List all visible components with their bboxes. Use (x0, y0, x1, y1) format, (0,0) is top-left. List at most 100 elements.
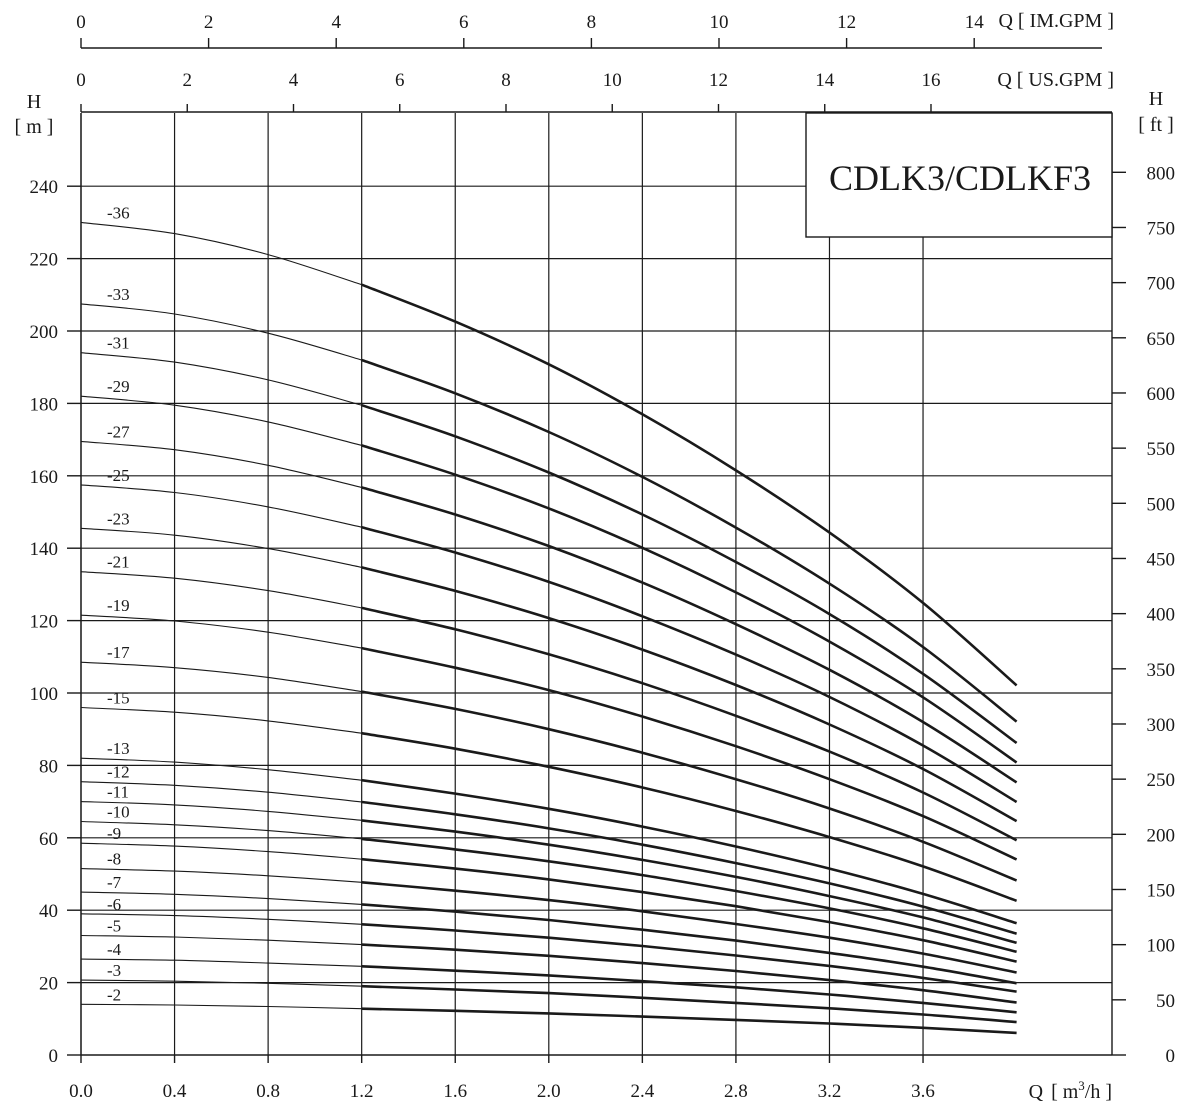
x-bottom-tick-label: 2.8 (724, 1081, 748, 1102)
curve--12-extended (80, 781, 362, 803)
x-top-im-tick-label: 14 (965, 12, 985, 33)
curve--7-operating (361, 903, 1017, 985)
y-right-tick-label: 700 (1147, 274, 1176, 295)
curve--2-extended (80, 1003, 362, 1010)
x-bottom-axis-label: Q [ m3/h ] (1029, 1078, 1112, 1103)
y-left-tick-label: 120 (30, 612, 59, 633)
curve--15-extended (80, 706, 362, 734)
x-top-us-tick-label: 10 (603, 70, 622, 91)
curve--11-operating (361, 819, 1017, 945)
curve--36-operating (361, 283, 1018, 687)
curve-label: -17 (107, 643, 130, 662)
curve--6-operating (361, 923, 1017, 993)
y-left-tick-label: 20 (39, 974, 58, 995)
curve--5-operating (361, 943, 1017, 1004)
x-top-im-tick-label: 10 (709, 12, 728, 33)
curve-label: -29 (107, 377, 130, 396)
title-box (805, 112, 1113, 238)
y-right-tick-label: 750 (1147, 218, 1176, 239)
curve--33-operating (361, 358, 1018, 723)
y-right-tick-label: 300 (1147, 715, 1176, 736)
y-right-tick-label: 200 (1147, 825, 1176, 846)
curve-label: -27 (107, 422, 130, 441)
x-top-us-tick-label: 4 (289, 70, 299, 91)
curve-label: -10 (107, 803, 130, 822)
curve-label: -8 (107, 850, 121, 869)
y-left-tick-label: 140 (30, 539, 59, 560)
y-left-tick-label: 240 (30, 177, 59, 198)
y-right-tick-label: 350 (1147, 660, 1176, 681)
curve-label: -15 (107, 688, 130, 707)
curve--21-operating (361, 606, 1018, 842)
curve-label: -5 (107, 917, 121, 936)
y-right-tick-label: 550 (1147, 439, 1176, 460)
curve--13-operating (361, 778, 1017, 925)
y-left-axis-label: H (27, 91, 41, 113)
x-bottom-tick-label: 1.2 (350, 1081, 374, 1102)
curve--17-operating (361, 690, 1018, 882)
x-top-us-tick-label: 2 (182, 70, 192, 91)
curve-label: -19 (107, 596, 130, 615)
curve--23-operating (361, 566, 1018, 823)
x-top-us-tick-label: 16 (921, 70, 940, 91)
curve--10-operating (361, 837, 1017, 954)
y-right-tick-label: 650 (1147, 329, 1176, 350)
curve--11-extended (80, 801, 362, 821)
curve--19-extended (80, 614, 362, 649)
curve--2-operating (361, 1007, 1017, 1035)
y-left-tick-label: 160 (30, 467, 59, 488)
curve--9-extended (80, 842, 362, 860)
y-right-tick-label: 250 (1147, 770, 1176, 791)
curve-label: -2 (107, 985, 121, 1004)
y-right-axis-label: H (1149, 88, 1163, 110)
curve--4-operating (361, 965, 1017, 1014)
x-top-us-tick-label: 8 (501, 70, 511, 91)
y-left-tick-label: 100 (30, 684, 59, 705)
y-right-tick-label: 150 (1147, 880, 1176, 901)
curve--5-extended (80, 934, 362, 946)
x-top-im-tick-label: 4 (331, 12, 341, 33)
y-left-axis-unit: [ m ] (15, 116, 54, 138)
curve-label: -33 (107, 285, 130, 304)
x-bottom-tick-label: 2.4 (630, 1081, 654, 1102)
curve--33-extended (80, 303, 362, 361)
x-axis-label-unit: [ m (1051, 1081, 1079, 1103)
curve--25-extended (80, 484, 362, 528)
curve-label: -31 (107, 334, 130, 353)
curve-label: -4 (107, 940, 122, 959)
x-top-us-tick-label: 6 (395, 70, 405, 91)
x-top-im-tick-label: 6 (459, 12, 469, 33)
x-top-im-tick-label: 8 (587, 12, 597, 33)
curve--31-extended (80, 352, 362, 406)
y-right-tick-label: 450 (1147, 549, 1176, 570)
curve--17-extended (80, 661, 362, 693)
x-axis-label-prefix: Q (1029, 1081, 1044, 1103)
x-bottom-tick-label: 2.0 (537, 1081, 561, 1102)
curve--8-extended (80, 868, 362, 883)
axis-layer: 0.0 0.4 0.8 1.2 1.6 2.0 2.4 2.8 3.2 3.60204060801… (30, 12, 1176, 1102)
curve--6-extended (80, 913, 362, 925)
curve-label: -23 (107, 509, 130, 528)
x-top-us-axis-label: Q [ US.GPM ] (997, 69, 1114, 91)
y-right-tick-label: 600 (1147, 384, 1176, 405)
y-left-tick-label: 60 (39, 829, 58, 850)
x-top-im-axis-label: Q [ IM.GPM ] (998, 10, 1114, 32)
curve--4-extended (80, 958, 362, 967)
y-right-tick-label: 0 (1166, 1046, 1176, 1067)
y-right-axis-unit: [ ft ] (1138, 114, 1174, 136)
curve--36-extended (80, 221, 362, 286)
x-top-us-tick-label: 12 (709, 70, 728, 91)
curve--29-extended (80, 395, 362, 446)
y-left-tick-label: 0 (49, 1046, 59, 1067)
x-bottom-tick-label: 0.4 (163, 1081, 187, 1102)
y-right-tick-label: 50 (1156, 991, 1175, 1012)
y-left-tick-label: 200 (30, 322, 59, 343)
curve-label: -12 (107, 763, 130, 782)
y-right-tick-label: 800 (1147, 163, 1176, 184)
curve--3-operating (361, 984, 1017, 1024)
curve--12-operating (361, 800, 1017, 935)
curve--19-operating (361, 646, 1018, 861)
x-bottom-tick-label: 3.2 (818, 1081, 842, 1102)
x-bottom-tick-label: 3.6 (911, 1081, 935, 1102)
